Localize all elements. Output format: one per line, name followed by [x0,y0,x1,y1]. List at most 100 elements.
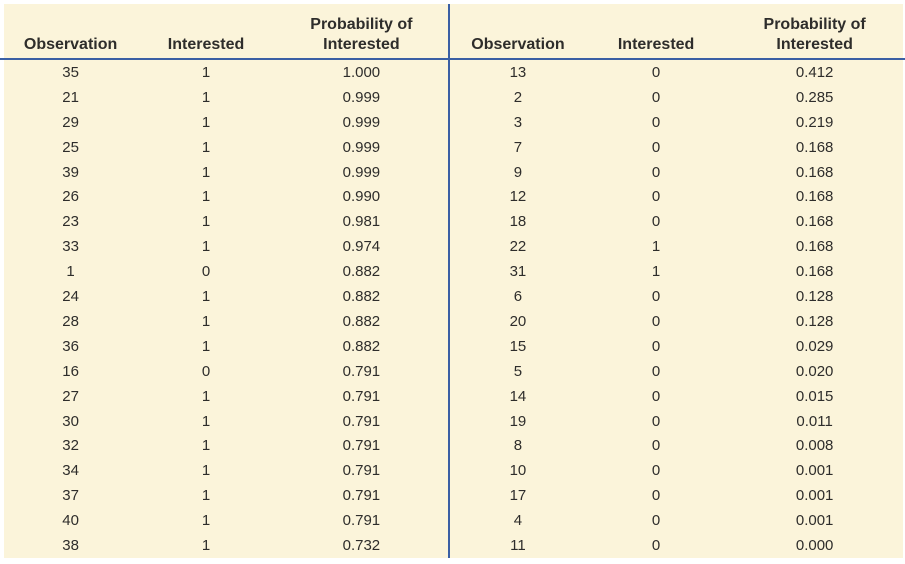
interested-cell: 0 [651,462,661,480]
observation-cell: 14 [509,387,527,405]
table-right-half: Observation Interested Probability of In… [450,4,903,558]
table-row: 37 1 0.791 [4,483,448,508]
observation-cell: 26 [62,188,79,206]
observation-cell: 8 [513,437,523,455]
observation-cell: 31 [509,263,527,281]
interested-cell: 0 [201,263,211,281]
table-row: 34 1 0.791 [4,458,448,483]
table-row: 32 1 0.791 [4,433,448,458]
interested-cell: 1 [201,387,211,405]
probability-cell: 0.168 [795,188,834,206]
interested-cell: 0 [651,213,661,231]
interested-cell: 1 [201,238,211,256]
interested-cell: 0 [651,138,661,156]
observation-cell: 39 [62,163,79,181]
interested-cell: 1 [201,163,211,181]
probability-cell: 0.168 [795,138,834,156]
observation-cell: 24 [62,288,79,306]
interested-cell: 0 [651,512,661,530]
observation-cell: 37 [62,487,79,505]
observation-cell: 15 [509,337,527,355]
observation-cell: 1 [66,263,75,281]
probability-cell: 0.168 [795,263,834,281]
table-row: 21 1 0.999 [4,85,448,110]
probability-cell: 0.001 [795,462,834,480]
observation-column-header: Observation [450,4,586,58]
table-row: 18 0 0.168 [450,209,903,234]
probability-cell: 0.000 [795,537,834,555]
probability-cell: 0.791 [342,362,381,380]
interested-cell: 0 [201,362,211,380]
probability-cell: 0.001 [795,512,834,530]
probability-cell: 0.029 [795,337,834,355]
interested-cell: 0 [651,412,661,430]
interested-cell: 1 [651,263,661,281]
probability-header-line1: Probability of [763,16,866,33]
table-row: 31 1 0.168 [450,259,903,284]
observation-cell: 18 [509,213,527,231]
table-row: 17 0 0.001 [450,483,903,508]
interested-cell: 0 [651,387,661,405]
observation-cell: 7 [513,138,523,156]
observation-cell: 11 [510,537,526,555]
interested-cell: 1 [201,437,211,455]
table-row: 19 0 0.011 [450,409,903,434]
observation-cell: 6 [513,288,523,306]
observation-cell: 33 [62,238,79,256]
probability-column-header: Probability of Interested [275,4,448,58]
observation-cell: 29 [62,113,79,131]
header-underline-rule [0,58,905,60]
probability-cell: 0.128 [795,288,834,306]
observation-cell: 2 [513,88,523,106]
probability-cell: 0.791 [342,512,381,530]
table-row: 35 1 1.000 [4,60,448,85]
observation-cell: 30 [62,412,79,430]
table-row: 30 1 0.791 [4,409,448,434]
observation-cell: 34 [62,462,79,480]
probability-header-line2: Interested [776,36,853,53]
table-left-header-row: Observation Interested Probability of In… [4,4,448,58]
table-row: 7 0 0.168 [450,135,903,160]
interested-cell: 1 [201,512,211,530]
observation-header-label: Observation [23,36,118,53]
interested-cell: 1 [651,238,661,256]
table-row: 38 1 0.732 [4,533,448,558]
interested-cell: 1 [201,537,211,555]
interested-cell: 1 [201,138,211,156]
observation-cell: 20 [509,312,527,330]
observation-column-header: Observation [4,4,137,58]
probability-header-line2: Interested [323,36,400,53]
probability-cell: 0.882 [342,312,381,330]
interested-cell: 1 [201,337,211,355]
table-row: 16 0 0.791 [4,359,448,384]
table-row: 14 0 0.015 [450,384,903,409]
interested-cell: 1 [201,412,211,430]
table-row: 25 1 0.999 [4,135,448,160]
probability-cell: 0.015 [795,387,834,405]
center-divider-rule [448,4,450,558]
table-row: 40 1 0.791 [4,508,448,533]
probability-column-header: Probability of Interested [726,4,903,58]
observation-cell: 21 [62,88,79,106]
observation-cell: 19 [509,412,527,430]
observation-cell: 28 [62,312,79,330]
table-row: 26 1 0.990 [4,184,448,209]
probability-cell: 0.128 [795,312,834,330]
table-left-rows: 35 1 1.000 21 1 0.999 29 1 0.999 25 1 0.999 39 1 0.999… [4,60,448,558]
observation-cell: 32 [62,437,79,455]
observation-header-label: Observation [471,36,565,53]
table-row: 24 1 0.882 [4,284,448,309]
interested-cell: 0 [651,113,661,131]
table-row: 13 0 0.412 [450,60,903,85]
observation-cell: 25 [62,138,79,156]
observation-cell: 16 [62,362,79,380]
table-row: 11 0 0.000 [450,533,903,558]
interested-cell: 1 [201,63,211,81]
interested-cell: 0 [651,437,661,455]
observation-cell: 35 [62,63,79,81]
probability-cell: 1.000 [342,63,381,81]
probability-cell: 0.285 [795,88,834,106]
table-row: 6 0 0.128 [450,284,903,309]
table-row: 28 1 0.882 [4,309,448,334]
